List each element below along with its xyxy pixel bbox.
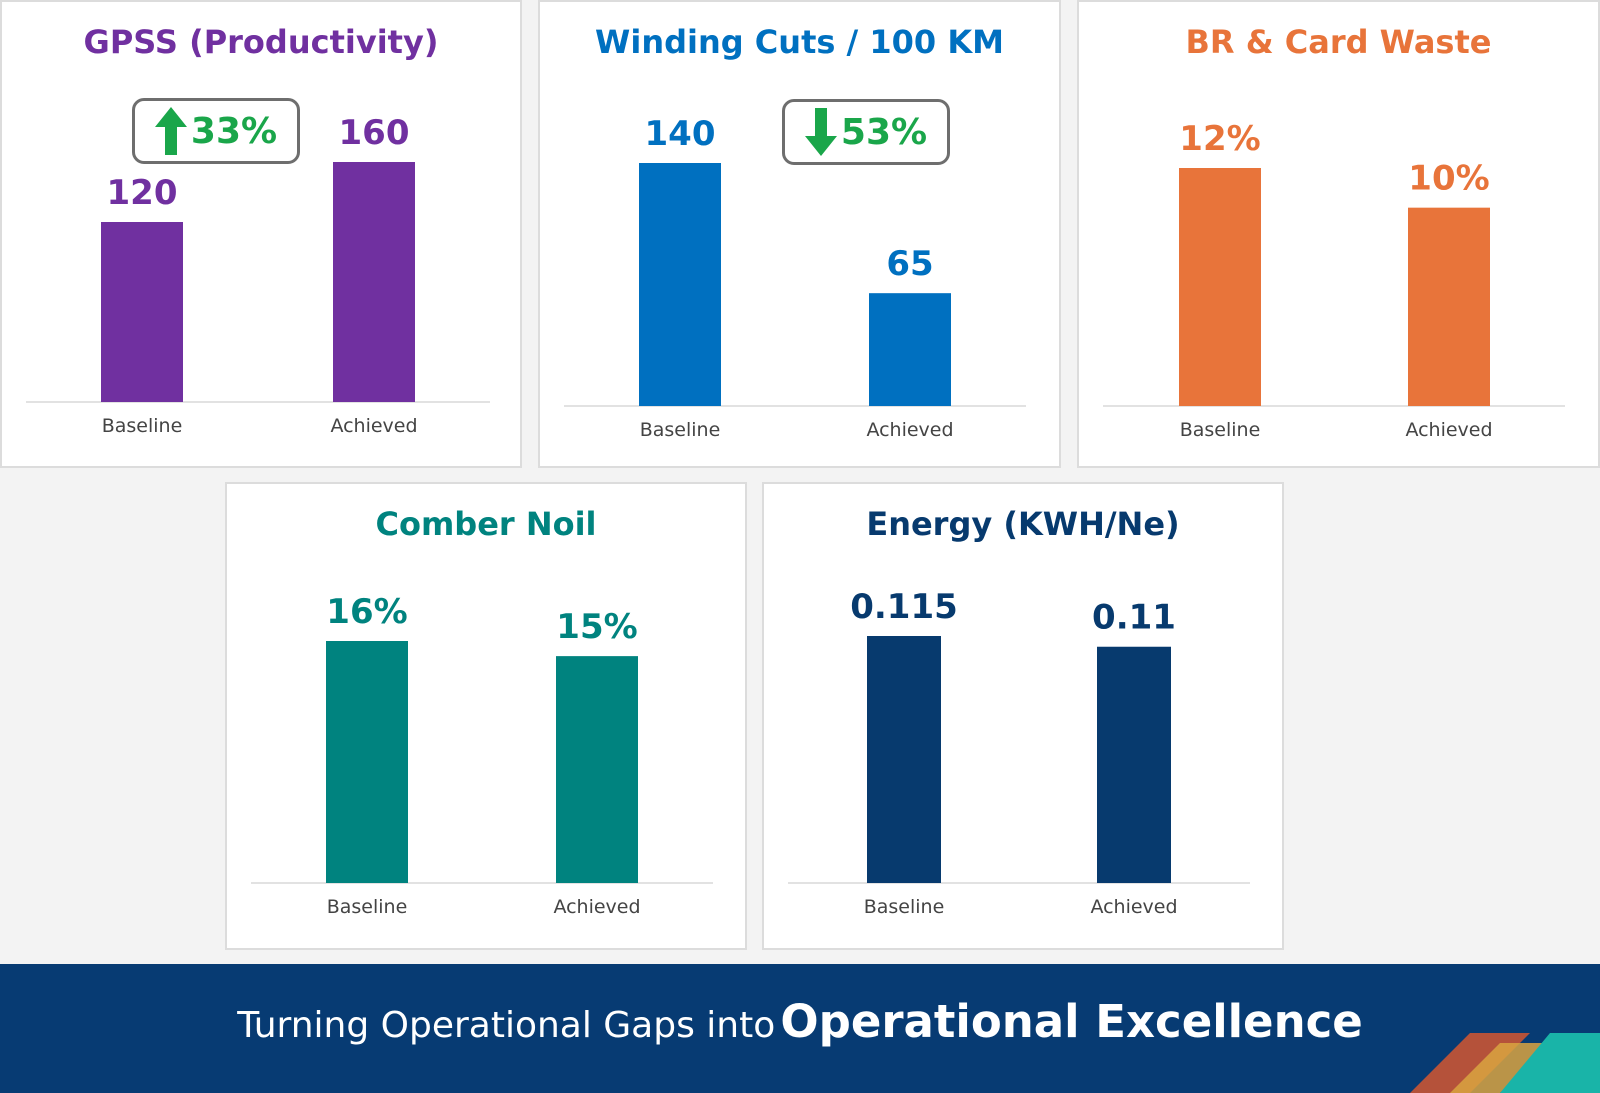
footer-emphasis-text: Operational Excellence xyxy=(780,995,1363,1048)
category-label: Achieved xyxy=(866,419,953,441)
bar-chart-winding-cuts: 140 Baseline 65 Achieved xyxy=(564,114,1026,441)
bar-chart-gpss: 120 Baseline 160 Achieved xyxy=(26,113,490,437)
chart-panel-energy: Energy (KWH/Ne) 0.115 Baseline 0.11 Achieve… xyxy=(762,482,1284,950)
bar-chart-comber-noil: 16% Baseline 15% Achieved xyxy=(251,592,713,918)
category-label: Achieved xyxy=(1090,896,1177,918)
category-label: Baseline xyxy=(640,419,721,441)
category-label: Achieved xyxy=(553,896,640,918)
data-label: 12% xyxy=(1179,119,1260,159)
data-label: 0.115 xyxy=(850,587,958,627)
corner-decoration xyxy=(1410,1033,1600,1093)
bar-achieved xyxy=(869,293,951,406)
category-label: Baseline xyxy=(1180,419,1261,441)
up-arrow-icon xyxy=(154,107,187,155)
category-label: Achieved xyxy=(1405,419,1492,441)
category-label: Baseline xyxy=(102,415,183,437)
bar-achieved xyxy=(333,162,415,402)
down-arrow-icon xyxy=(804,108,837,156)
data-label: 140 xyxy=(645,114,716,154)
data-label: 0.11 xyxy=(1092,598,1176,638)
change-badge-value: 53% xyxy=(840,111,928,153)
change-badge-value: 33% xyxy=(190,110,278,152)
change-badge: 33% xyxy=(132,98,300,164)
data-label: 10% xyxy=(1408,159,1489,199)
chart-panel-comber-noil: Comber Noil 16% Baseline 15% Achieved xyxy=(225,482,747,950)
bar-achieved xyxy=(1408,207,1490,406)
bar-baseline xyxy=(1179,168,1261,406)
chart-title: Energy (KWH/Ne) xyxy=(866,505,1180,543)
category-label: Achieved xyxy=(330,415,417,437)
chart-title: Comber Noil xyxy=(375,505,597,543)
chart-panel-br-card-waste: BR & Card Waste 12% Baseline 10% Achieved xyxy=(1077,0,1600,468)
footer-lead-text: Turning Operational Gaps into xyxy=(237,1005,776,1046)
footer-banner: Turning Operational Gaps into Operationa… xyxy=(0,964,1600,1093)
chart-panel-winding-cuts: Winding Cuts / 100 KM 140 Baseline 65 Achie… xyxy=(538,0,1061,468)
footer-tagline: Turning Operational Gaps into Operationa… xyxy=(237,995,1363,1048)
bar-achieved xyxy=(556,656,638,883)
chart-title: GPSS (Productivity) xyxy=(83,23,439,61)
data-label: 15% xyxy=(556,607,637,647)
data-label: 16% xyxy=(326,592,407,632)
bar-baseline xyxy=(101,222,183,402)
data-label: 120 xyxy=(107,173,178,213)
bar-achieved xyxy=(1097,646,1171,883)
category-label: Baseline xyxy=(327,896,408,918)
category-label: Baseline xyxy=(864,896,945,918)
bar-baseline xyxy=(867,636,941,883)
bar-chart-energy: 0.115 Baseline 0.11 Achieved xyxy=(788,587,1250,918)
data-label: 65 xyxy=(886,244,933,284)
bar-baseline xyxy=(326,641,408,883)
bar-chart-br-card-waste: 12% Baseline 10% Achieved xyxy=(1103,119,1565,441)
chart-title: Winding Cuts / 100 KM xyxy=(595,23,1004,61)
chart-panel-gpss: GPSS (Productivity) 120 Baseline 160 Achiev… xyxy=(0,0,522,468)
chart-title: BR & Card Waste xyxy=(1185,23,1492,61)
change-badge: 53% xyxy=(782,99,950,165)
bar-baseline xyxy=(639,163,721,406)
data-label: 160 xyxy=(339,113,410,153)
